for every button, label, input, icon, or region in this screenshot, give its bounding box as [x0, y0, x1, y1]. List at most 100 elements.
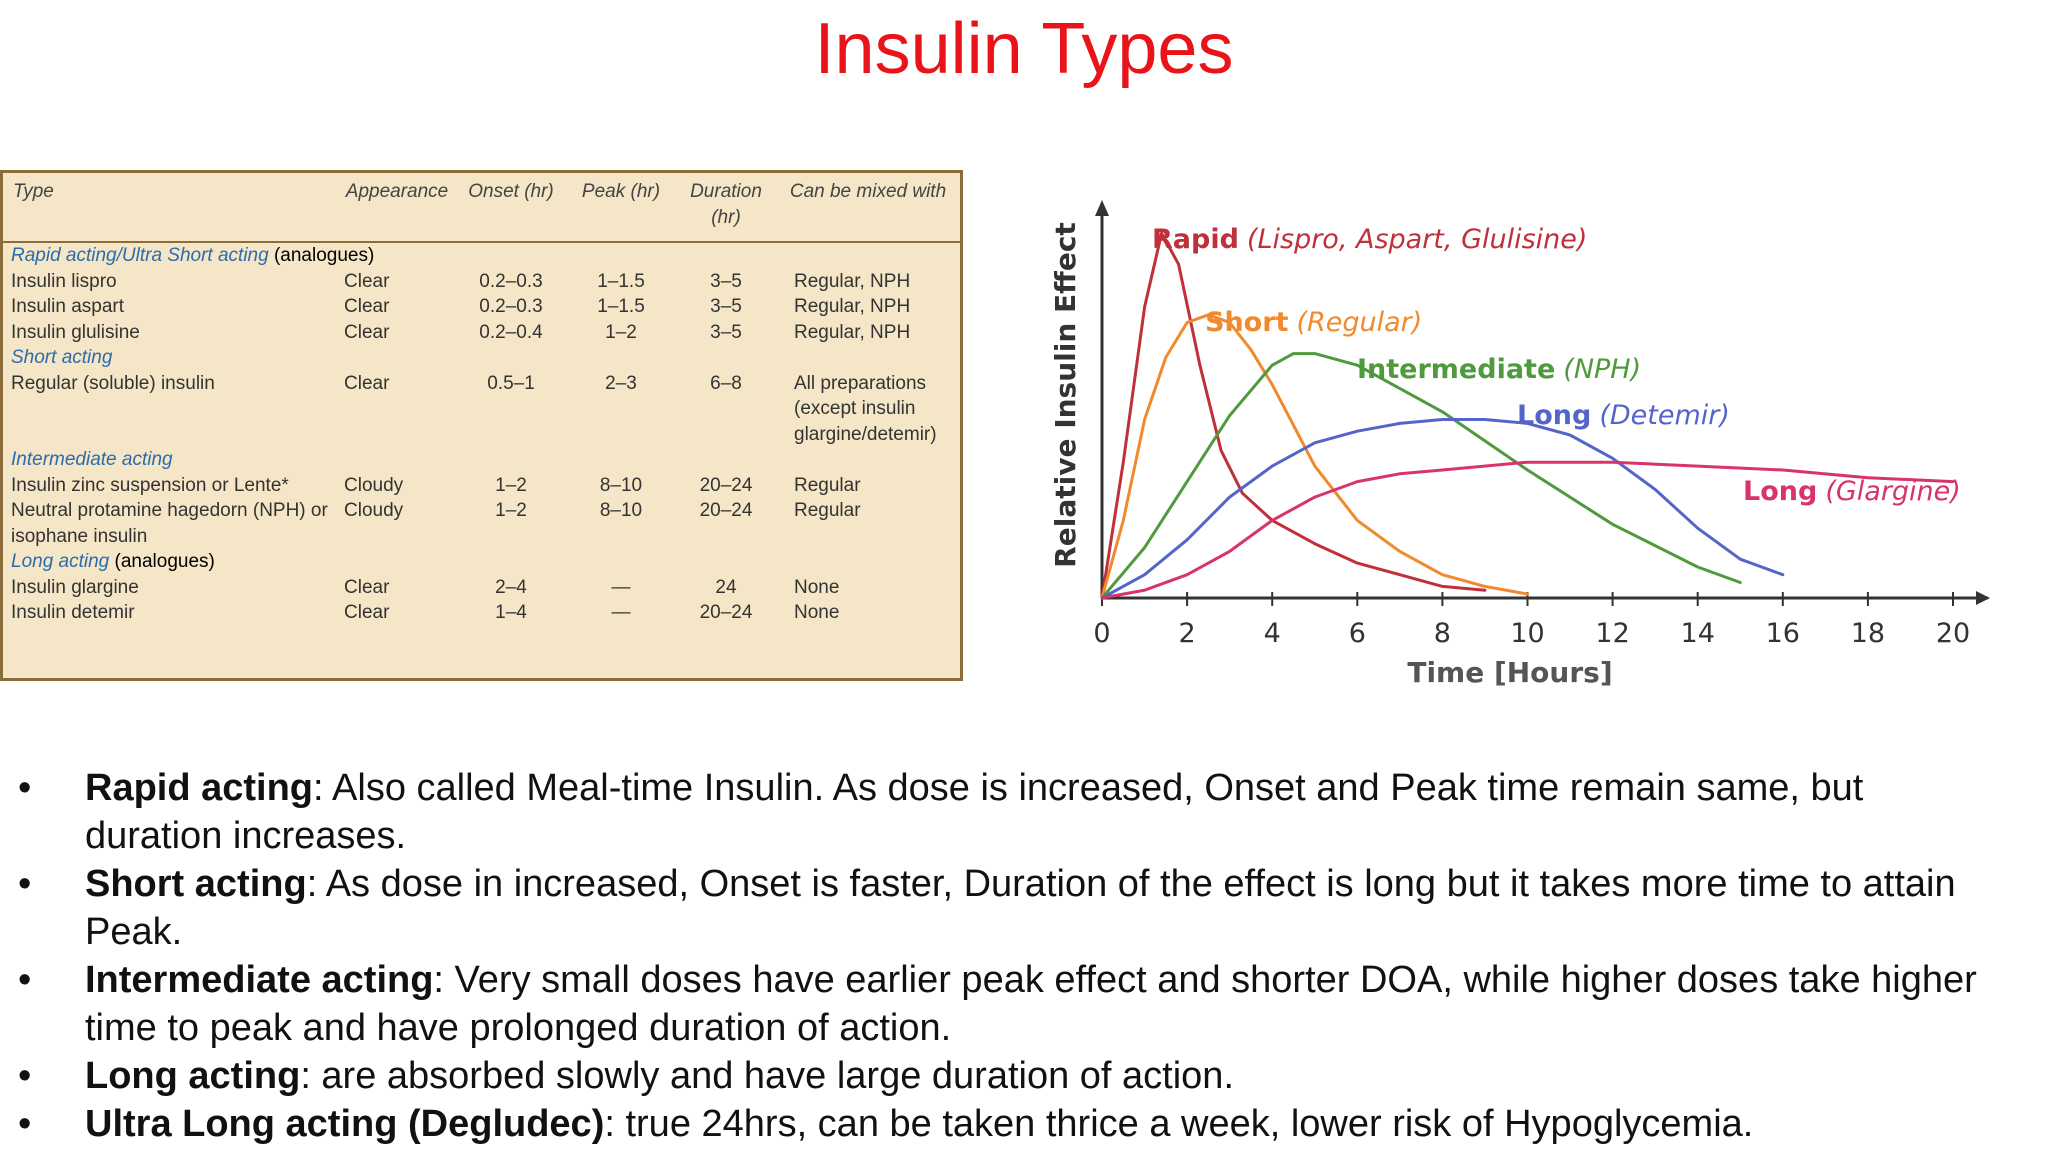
bullet-text: : As dose in increased, Onset is faster,…: [85, 863, 1956, 953]
series-label-detail: (NPH): [1563, 354, 1641, 385]
series-label-name: Long: [1517, 400, 1591, 431]
series-label-name: Long: [1743, 476, 1817, 507]
table-row: Insulin glargine Clear 2–4 — 24 None: [3, 575, 960, 601]
slide-title: Insulin Types: [814, 9, 1234, 89]
bullet-list: • Rapid acting: Also called Meal-time Ins…: [0, 764, 2048, 1148]
insulin-action-chart: 0 2 4 6 8 10 12 14 16 18 20 Rapid (Lispro, Aspart, …: [1049, 200, 1990, 689]
x-tick-label: 16: [1766, 618, 1800, 649]
header-duration: Duration (hr): [676, 173, 776, 243]
header-type: Type: [3, 173, 338, 243]
table-header-row: Type Appearance Onset (hr) Peak (hr) Dur…: [3, 173, 960, 243]
cell-onset: 1–2: [495, 474, 527, 496]
table-group-row: Long acting (analogues): [3, 549, 960, 575]
cell-duration: 3–5: [710, 296, 742, 317]
group-label-suffix: (analogues): [114, 551, 215, 572]
header-mixed: Can be mixed with: [776, 173, 960, 243]
x-tick-label: 14: [1681, 618, 1715, 649]
group-label-suffix: (analogues): [273, 245, 375, 266]
table-row: Insulin aspart Clear 0.2–0.3 1–1.5 3–5 Regula…: [3, 294, 960, 320]
header-peak: Peak (hr): [566, 173, 676, 243]
table-row: Regular (soluble) insulin Clear 0.5–1 2–3 6–…: [3, 371, 960, 448]
insulin-types-table: Type Appearance Onset (hr) Peak (hr) Dur…: [3, 173, 960, 626]
x-tick-label: 12: [1595, 618, 1629, 649]
y-axis-arrow: [1095, 200, 1109, 216]
cell-duration: 20–24: [699, 474, 753, 496]
cell-appearance: Cloudy: [344, 474, 404, 496]
series-label-name: Rapid: [1152, 224, 1239, 255]
bullet-dot: •: [18, 767, 32, 809]
series-line-2: [1100, 352, 1742, 600]
bullet-item: • Ultra Long acting (Degludec): true 24hr…: [0, 1100, 1985, 1148]
cell-type: Insulin aspart: [11, 296, 125, 317]
bullet-term: Intermediate acting: [85, 959, 434, 1001]
chart-series: [1100, 231, 1955, 600]
cell-onset: 2–4: [495, 576, 527, 598]
cell-type: Regular (soluble) insulin: [11, 372, 215, 394]
x-tick-label: 20: [1936, 618, 1970, 649]
cell-appearance: Clear: [344, 296, 390, 317]
bullet-item: • Rapid acting: Also called Meal-time Ins…: [0, 764, 1985, 860]
bullet-item: • Long acting: are absorbed slowly and ha…: [0, 1052, 1985, 1100]
bullet-term: Ultra Long acting (Degludec): [85, 1103, 605, 1145]
cell-mixed: Regular, NPH: [794, 296, 911, 317]
bullet-term: Long acting: [85, 1055, 301, 1097]
bullet-text: : Also called Meal-time Insulin. As dose…: [85, 767, 1864, 857]
insulin-table-panel: Type Appearance Onset (hr) Peak (hr) Dur…: [0, 170, 963, 681]
cell-onset: 0.5–1: [487, 372, 535, 394]
series-label: Rapid (Lispro, Aspart, Glulisine): [1152, 224, 1587, 255]
table-row: Insulin lispro Clear 0.2–0.3 1–1.5 3–5 Regula…: [3, 269, 960, 295]
x-axis-label: Time [Hours]: [1407, 656, 1612, 689]
cell-mixed: All preparations (except insulin glargin…: [794, 372, 937, 445]
chart-axes: 0 2 4 6 8 10 12 14 16 18 20: [1093, 200, 1990, 649]
x-tick-label: 6: [1349, 618, 1366, 649]
bullet-dot: •: [18, 959, 32, 1001]
table-group-row: Rapid acting/Ultra Short acting (analogu…: [3, 242, 960, 269]
cell-duration: 3–5: [710, 321, 742, 343]
bullet-item: • Intermediate acting: Very small doses h…: [0, 956, 1985, 1052]
series-line-4: [1100, 460, 1955, 600]
series-label-detail: (Lispro, Aspart, Glulisine): [1247, 224, 1588, 255]
cell-duration: 24: [715, 576, 737, 598]
x-tick-label: 2: [1179, 618, 1196, 649]
header-appearance: Appearance: [338, 173, 456, 243]
x-tick-label: 10: [1510, 618, 1544, 649]
cell-duration: 3–5: [710, 270, 742, 292]
cell-type: Insulin lispro: [11, 270, 117, 292]
bullet-dot: •: [18, 1055, 32, 1097]
cell-mixed: None: [794, 576, 840, 598]
cell-peak: 2–3: [605, 372, 637, 394]
cell-appearance: Clear: [344, 576, 390, 598]
group-label-text: Intermediate acting: [11, 449, 173, 470]
table-row: Neutral protamine hagedorn (NPH) or isop…: [3, 498, 960, 549]
cell-appearance: Clear: [344, 602, 390, 623]
bullet-text: : true 24hrs, can be taken thrice a week…: [604, 1103, 1754, 1145]
cell-peak: 1–1.5: [597, 296, 645, 317]
table-row: Insulin zinc suspension or Lente* Cloudy 1…: [3, 473, 960, 499]
cell-mixed: Regular, NPH: [794, 321, 911, 343]
cell-duration: 20–24: [699, 602, 753, 623]
cell-mixed: Regular: [794, 474, 861, 496]
cell-peak: —: [611, 602, 631, 623]
series-label-detail: (Detemir): [1599, 400, 1730, 431]
series-label: Long (Glargine): [1743, 476, 1961, 507]
cell-onset: 0.2–0.3: [479, 270, 543, 292]
series-label-detail: (Regular): [1296, 307, 1422, 338]
table-row: Insulin detemir Clear 1–4 — 20–24 None: [3, 600, 960, 626]
bullet-term: Rapid acting: [85, 767, 314, 809]
bullet-text: : are absorbed slowly and have large dur…: [300, 1055, 1235, 1097]
group-label: Rapid acting/Ultra Short acting (analogu…: [3, 242, 960, 269]
series-line-1: [1100, 313, 1529, 600]
x-tick-label: 4: [1264, 618, 1281, 649]
cell-mixed: Regular: [794, 500, 861, 521]
cell-type: Insulin detemir: [11, 602, 135, 623]
bullet-dot: •: [18, 1103, 32, 1145]
bullet-text: : Very small doses have earlier peak eff…: [85, 959, 1977, 1049]
series-label-name: Intermediate: [1357, 354, 1555, 385]
chart-legend: Rapid (Lispro, Aspart, Glulisine) Short (Re…: [1152, 224, 1961, 507]
cell-appearance: Clear: [344, 372, 390, 394]
bullet-dot: •: [18, 863, 32, 905]
group-label-text: Long acting: [11, 551, 110, 572]
series-line-0: [1100, 231, 1487, 600]
group-label-text: Short acting: [11, 347, 113, 368]
cell-mixed: Regular, NPH: [794, 270, 911, 292]
